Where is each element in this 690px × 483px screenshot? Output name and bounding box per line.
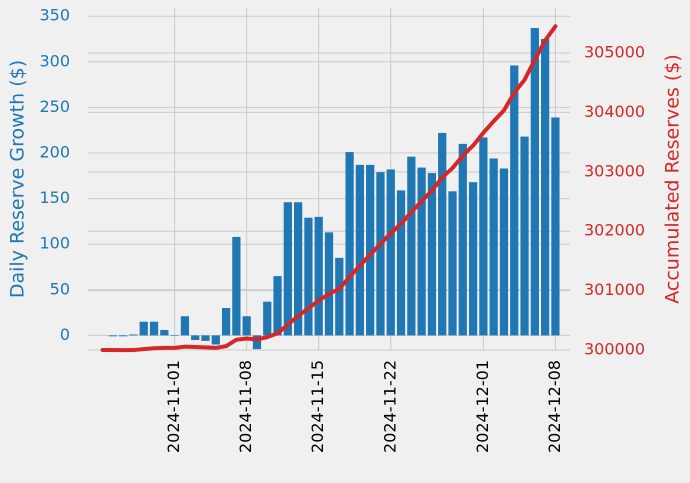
- bar: [170, 335, 179, 336]
- bar: [191, 335, 200, 340]
- bar: [180, 316, 190, 336]
- bar: [211, 335, 220, 345]
- bar: [263, 301, 272, 336]
- y2-axis-label: Accumulated Reserves ($): [662, 54, 684, 304]
- bar: [139, 321, 148, 336]
- bar: [551, 117, 560, 336]
- bar: [119, 335, 128, 337]
- bar: [499, 168, 509, 336]
- bar: [510, 65, 519, 336]
- y-axis-label: Daily Reserve Growth ($): [7, 60, 29, 298]
- y2-tick-label: 305000: [584, 43, 645, 62]
- bar: [304, 217, 313, 336]
- bar: [396, 190, 406, 336]
- bar: [108, 335, 117, 337]
- y-tick-label: 100: [39, 234, 70, 253]
- line: [100, 24, 558, 353]
- bar: [201, 335, 210, 341]
- bar: [335, 257, 344, 336]
- y-tick-label: 250: [39, 97, 70, 116]
- y-tick-label: 150: [39, 188, 70, 207]
- bar: [376, 172, 385, 336]
- y2-tick-label: 301000: [584, 280, 645, 299]
- bar: [489, 158, 498, 336]
- bar: [448, 191, 457, 336]
- bar: [294, 202, 303, 336]
- bar: [252, 335, 262, 350]
- x-tick-label: 2024-11-08: [236, 360, 255, 453]
- bar: [345, 152, 354, 336]
- x-tick-label: 2024-12-01: [473, 360, 492, 453]
- bar: [417, 167, 426, 336]
- y2-tick-label: 304000: [584, 102, 645, 121]
- bar: [366, 164, 375, 336]
- x-tick-label: 2024-11-22: [380, 360, 399, 453]
- bar: [407, 156, 416, 336]
- y2-tick-label: 303000: [584, 161, 645, 180]
- bar: [530, 28, 539, 336]
- y-tick-label: 0: [60, 325, 70, 344]
- bar: [149, 321, 159, 336]
- bar: [468, 182, 478, 336]
- y2-tick-label: 300000: [584, 340, 645, 359]
- bar: [160, 329, 169, 336]
- bar: [283, 202, 292, 336]
- bar: [221, 308, 231, 336]
- bar: [427, 173, 437, 336]
- bar: [541, 39, 550, 336]
- y-tick-label: 200: [39, 143, 70, 162]
- y-tick-label: 350: [39, 6, 70, 25]
- bar: [386, 169, 395, 336]
- bar: [232, 236, 241, 336]
- bar: [324, 232, 334, 336]
- y-tick-label: 300: [39, 51, 70, 70]
- bar: [242, 316, 251, 336]
- x-tick-label: 2024-11-01: [164, 360, 183, 453]
- bar: [458, 143, 467, 336]
- bar: [479, 137, 488, 336]
- y-tick-label: 50: [50, 279, 70, 298]
- bar: [129, 334, 138, 336]
- bar: [314, 216, 323, 336]
- x-tick-label: 2024-12-08: [545, 360, 564, 453]
- bar: [520, 136, 529, 336]
- bar: [273, 276, 282, 336]
- bar: [438, 132, 447, 336]
- x-tick-label: 2024-11-15: [308, 360, 327, 453]
- bar: [355, 164, 364, 336]
- y2-tick-label: 302000: [584, 221, 645, 240]
